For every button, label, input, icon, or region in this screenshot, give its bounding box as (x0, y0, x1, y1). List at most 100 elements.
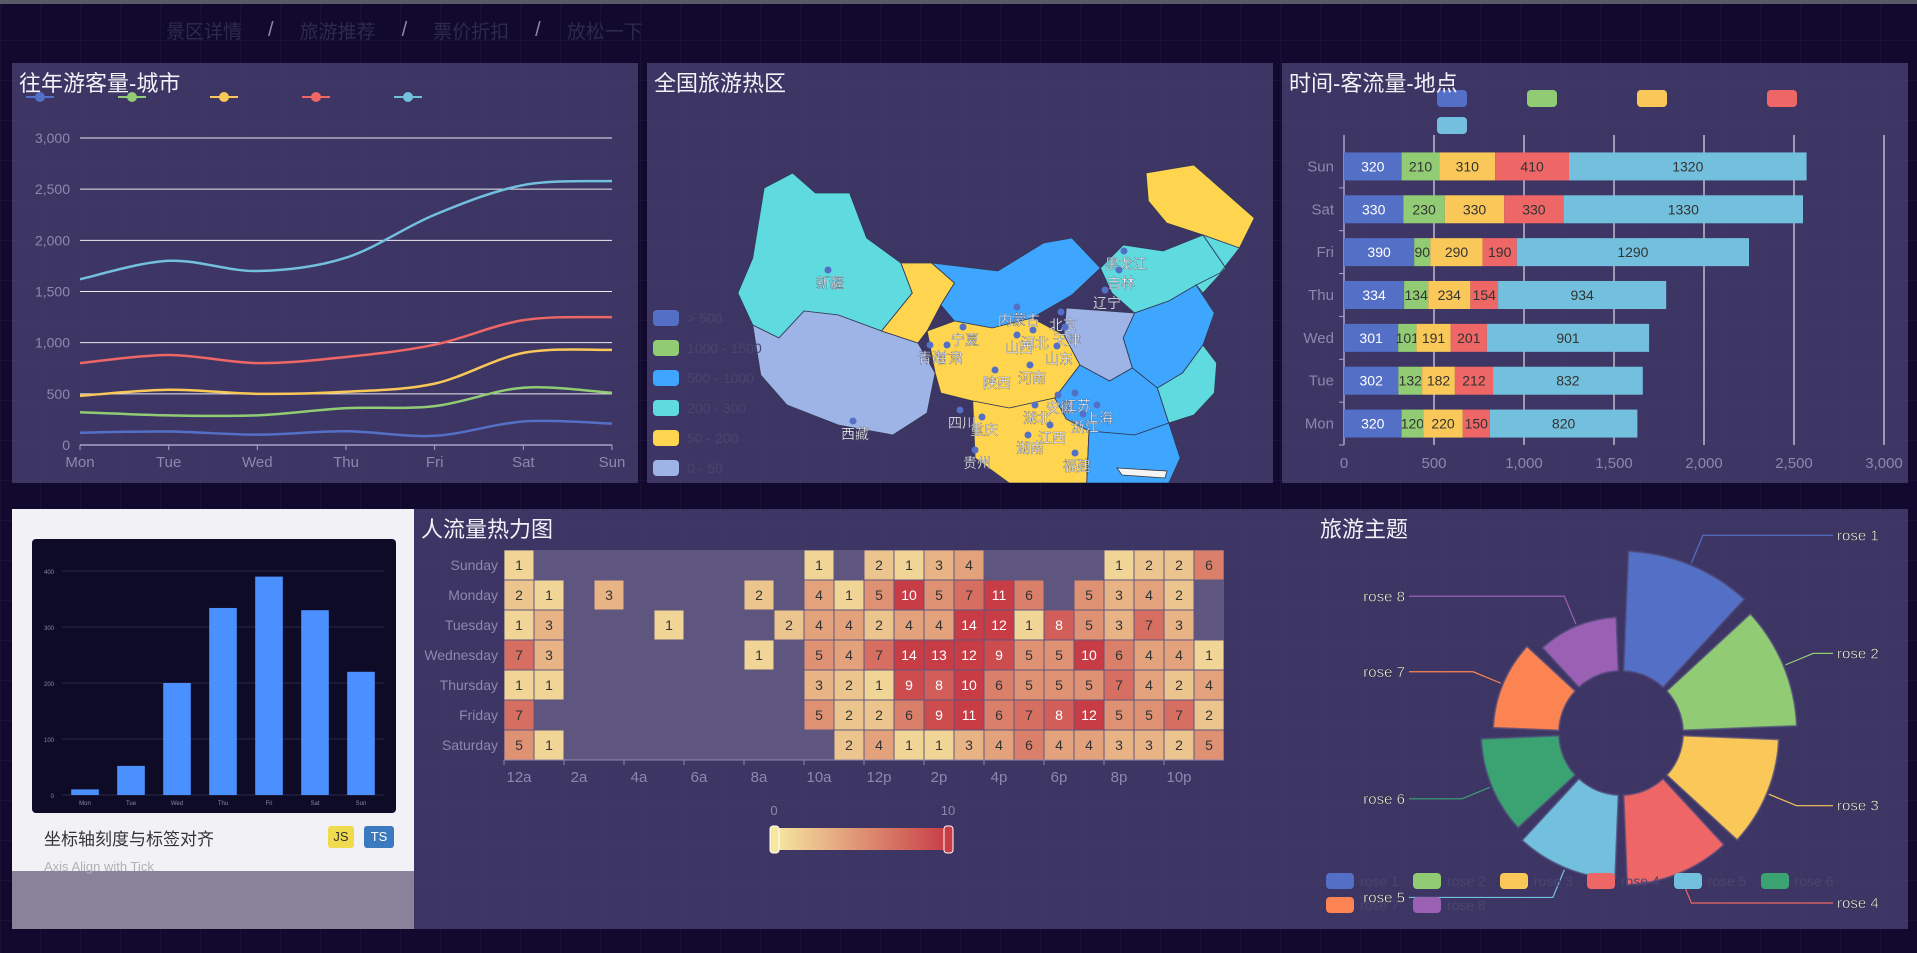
stacked-bar-chart[interactable]: 0 500 1,000 1,500 2,000 2,500 3,000 Mon 320 120 22… (1282, 63, 1908, 483)
heatmap-cell[interactable] (534, 670, 564, 700)
heatmap-cell[interactable] (1044, 610, 1074, 640)
heatmap-cell[interactable] (1044, 640, 1074, 670)
bar-segment[interactable] (1344, 281, 1405, 309)
province-dot[interactable] (991, 366, 999, 374)
rose-legend-item[interactable]: rose 1 (1326, 873, 1399, 889)
nav-item-relax[interactable]: 放松一下 (566, 21, 643, 43)
province-dot[interactable] (1120, 247, 1128, 255)
rose-slice[interactable] (1622, 550, 1746, 689)
heatmap-cell[interactable] (1134, 580, 1164, 610)
heatmap-cell[interactable] (864, 640, 894, 670)
rose-legend-item[interactable]: rose 2 (1412, 873, 1486, 889)
heatmap-cell[interactable] (1104, 610, 1134, 640)
heatmap-cell[interactable] (1134, 550, 1164, 580)
heatmap-cell[interactable] (1014, 640, 1044, 670)
bar-segment[interactable] (1401, 409, 1424, 438)
heatmap-cell[interactable] (954, 640, 984, 670)
legend-swatch[interactable] (1437, 117, 1467, 134)
heatmap-cell[interactable] (1194, 640, 1224, 670)
rose-legend-item[interactable]: rose 3 (1499, 873, 1573, 889)
heatmap-cell[interactable] (834, 670, 864, 700)
rose-legend-item[interactable]: rose 4 (1586, 873, 1660, 889)
series-line[interactable] (79, 348, 613, 398)
province-region[interactable] (1156, 344, 1218, 424)
heatmap-cell[interactable] (924, 670, 954, 700)
heatmap-cell[interactable] (1194, 550, 1224, 580)
heatmap-chart[interactable]: 5 1 2 4 1 1 3 4 6 4 4 3 3 2 57 5 2 2 6 9 11 6 7 8 12 5 5 7 21 1 3 2 1 9 8 1… (414, 509, 1290, 929)
heatmap-cell[interactable] (984, 640, 1014, 670)
bar-segment[interactable] (1516, 238, 1749, 267)
heatmap-cell[interactable] (1194, 730, 1224, 760)
legend-marker[interactable] (35, 92, 45, 102)
legend-marker[interactable] (403, 92, 413, 102)
heatmap-cell[interactable] (834, 700, 864, 730)
map-legend-swatch[interactable] (653, 340, 679, 356)
china-map[interactable]: 新疆西藏内蒙古黑龙江吉林辽宁北京天津河北山西山东河南陕西宁夏青海甘肃四川重庆湖北… (647, 63, 1273, 483)
bar-segment[interactable] (1489, 409, 1638, 438)
heatmap-cell[interactable] (924, 550, 954, 580)
legend-swatch[interactable] (1527, 90, 1557, 107)
bar-segment[interactable] (1493, 366, 1643, 395)
heatmap-cell[interactable] (954, 700, 984, 730)
heatmap-cell[interactable] (804, 700, 834, 730)
heatmap-cell[interactable] (1014, 730, 1044, 760)
province-dot[interactable] (1101, 286, 1109, 294)
heatmap-cell[interactable] (1074, 730, 1104, 760)
visual-map-handle-max[interactable] (943, 825, 954, 854)
legend-swatch[interactable] (1437, 90, 1467, 107)
heatmap-cell[interactable] (924, 730, 954, 760)
series-line[interactable] (79, 179, 613, 281)
rose-legend-item[interactable]: rose 8 (1412, 897, 1486, 913)
heatmap-cell[interactable] (594, 580, 624, 610)
bar-segment[interactable] (1398, 366, 1423, 395)
heatmap-cell[interactable] (984, 580, 1014, 610)
heatmap-cell[interactable] (1194, 670, 1224, 700)
heatmap-cell[interactable] (804, 580, 834, 610)
bar-segment[interactable] (1569, 152, 1807, 181)
heatmap-cell[interactable] (1074, 580, 1104, 610)
province-dot[interactable] (1031, 401, 1039, 409)
province-dot[interactable] (849, 417, 857, 425)
heatmap-cell[interactable] (834, 730, 864, 760)
heatmap-cell[interactable] (804, 640, 834, 670)
heatmap-cell[interactable] (1134, 640, 1164, 670)
bar-segment[interactable] (1398, 323, 1417, 352)
heatmap-cell[interactable] (834, 640, 864, 670)
nav-item-ticket-discount[interactable]: 票价折扣 (433, 21, 510, 43)
heatmap-cell[interactable] (1134, 610, 1164, 640)
province-dot[interactable] (1046, 421, 1054, 429)
heatmap-cell[interactable] (504, 640, 534, 670)
map-legend-swatch[interactable] (653, 460, 679, 476)
heatmap-cell[interactable] (804, 610, 834, 640)
heatmap-cell[interactable] (1164, 700, 1194, 730)
bar-segment[interactable] (1430, 238, 1483, 267)
heatmap-cell[interactable] (1134, 670, 1164, 700)
heatmap-cell[interactable] (1134, 700, 1164, 730)
legend-marker[interactable] (127, 92, 137, 102)
heatmap-cell[interactable] (864, 730, 894, 760)
example-card[interactable]: 0 100 200 300 400 Mon Tue Wed Thu Fri Sat Sun 坐标轴刻度… (12, 509, 414, 874)
heatmap-cell[interactable] (984, 730, 1014, 760)
province-dot[interactable] (956, 406, 964, 414)
heatmap-cell[interactable] (1044, 670, 1074, 700)
bar-segment[interactable] (1454, 366, 1494, 395)
province-dot[interactable] (1013, 303, 1021, 311)
bar-segment[interactable] (1498, 281, 1667, 309)
heatmap-cell[interactable] (1164, 610, 1194, 640)
bar-segment[interactable] (1344, 323, 1399, 352)
card-title[interactable]: 坐标轴刻度与标签对齐 (44, 830, 214, 849)
bar-segment[interactable] (1428, 281, 1471, 309)
heatmap-cell[interactable] (654, 610, 684, 640)
bar-segment[interactable] (1414, 238, 1431, 267)
heatmap-cell[interactable] (744, 640, 774, 670)
heatmap-cell[interactable] (984, 610, 1014, 640)
series-line[interactable] (79, 419, 613, 438)
heatmap-cell[interactable] (834, 580, 864, 610)
bar-segment[interactable] (1403, 195, 1445, 224)
nav-item-travel-recommend[interactable]: 旅游推荐 (299, 21, 376, 43)
province-dot[interactable] (943, 341, 951, 349)
bar-segment[interactable] (1344, 409, 1402, 438)
map-legend-swatch[interactable] (653, 310, 679, 326)
heatmap-cell[interactable] (894, 580, 924, 610)
rose-slice[interactable] (1541, 616, 1620, 689)
